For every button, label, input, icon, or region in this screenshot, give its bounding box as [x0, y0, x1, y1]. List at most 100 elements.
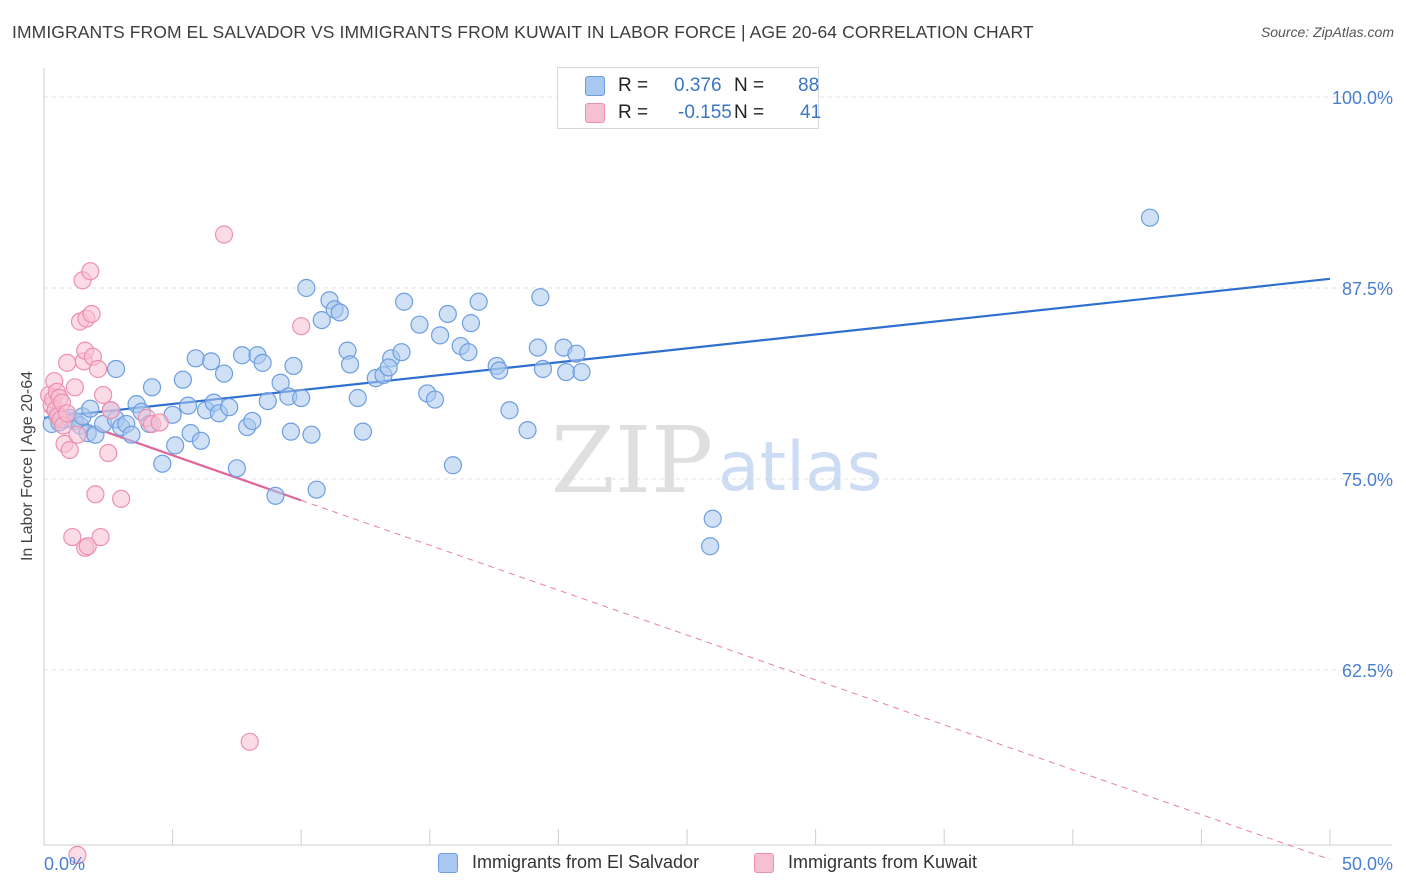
el-salvador-point-25 — [173, 370, 192, 389]
el-salvador-point-36 — [227, 459, 246, 478]
el-salvador-point-66 — [410, 315, 429, 334]
y-tick-label-0: 100.0% — [1332, 88, 1393, 108]
stats-legend: R = 0.376 N = 88 R = -0.155 N = 41 — [557, 67, 822, 129]
el-salvador-point-37 — [232, 346, 252, 365]
el-salvador-point-51 — [307, 480, 326, 499]
el-salvador-point-65 — [394, 292, 414, 311]
el-salvador-point-52 — [312, 310, 331, 330]
y-tick-label-1: 87.5% — [1342, 279, 1393, 299]
el-salvador-point-28 — [186, 349, 205, 368]
chart-title: IMMIGRANTS FROM EL SALVADOR VS IMMIGRANT… — [12, 22, 1034, 42]
el-salvador-point-35 — [220, 398, 239, 417]
n-label: N = — [734, 102, 765, 123]
kuwait-point-39 — [240, 732, 259, 751]
el-salvador-point-63 — [379, 358, 398, 377]
el-salvador-point-73 — [459, 343, 478, 362]
el-salvador-point-71 — [443, 456, 463, 475]
legend-label-el-salvador: Immigrants from El Salvador — [472, 852, 700, 872]
kuwait-point-24 — [78, 537, 97, 556]
kuwait-point-32 — [99, 443, 118, 463]
el-salvador-point-14 — [106, 359, 126, 379]
el-salvador-point-87 — [701, 537, 720, 556]
el-salvador-point-64 — [392, 343, 411, 362]
kuwait-point-33 — [101, 401, 120, 420]
el-salvador-point-79 — [518, 421, 537, 440]
y-axis-label: In Labor Force | Age 20-64 — [19, 370, 36, 562]
y-tick-label-3: 62.5% — [1342, 661, 1393, 681]
el-salvador-point-49 — [297, 278, 316, 298]
el-salvador-point-46 — [281, 422, 301, 441]
n-value: 88 — [798, 75, 820, 96]
kuwait-point-38 — [214, 225, 234, 244]
el-salvador-swatch — [585, 76, 605, 96]
x-tick-label-left: 0.0% — [44, 854, 85, 874]
kuwait-point-26 — [82, 304, 101, 324]
el-salvador-point-80 — [528, 338, 547, 357]
watermark-atlas: atlas — [718, 428, 882, 507]
el-salvador-point-41 — [253, 353, 272, 372]
el-salvador-point-34 — [214, 364, 234, 383]
r-value: 0.376 — [674, 75, 722, 96]
el-salvador-point-43 — [266, 486, 285, 505]
kuwait-point-37 — [150, 413, 169, 432]
legend-label-kuwait: Immigrants from Kuwait — [788, 852, 978, 872]
el-salvador-point-89 — [1140, 208, 1160, 227]
r-label: R = — [618, 75, 649, 96]
kuwait-swatch — [585, 103, 605, 123]
el-salvador-legend-swatch — [438, 853, 458, 873]
el-salvador-point-39 — [243, 411, 262, 431]
kuwait-trend-extension — [301, 499, 1331, 860]
y-tick-label-2: 75.0% — [1342, 470, 1393, 490]
kuwait-point-12 — [58, 404, 77, 423]
el-salvador-point-50 — [302, 425, 321, 444]
kuwait-point-17 — [68, 425, 87, 444]
kuwait-point-16 — [65, 378, 84, 397]
r-value: -0.155 — [678, 102, 732, 123]
el-salvador-point-70 — [438, 304, 457, 324]
kuwait-point-40 — [292, 317, 311, 336]
el-salvador-point-86 — [572, 362, 591, 382]
el-salvador-point-84 — [557, 362, 576, 382]
n-label: N = — [734, 75, 765, 96]
kuwait-point-28 — [86, 485, 105, 504]
r-label: R = — [618, 102, 649, 123]
el-salvador-trend-line — [43, 277, 1331, 419]
el-salvador-point-17 — [122, 425, 141, 444]
kuwait-point-30 — [91, 527, 110, 547]
el-salvador-point-81 — [533, 359, 553, 379]
el-salvador-point-69 — [430, 326, 450, 345]
el-salvador-point-44 — [271, 373, 290, 392]
kuwait-point-25 — [81, 262, 100, 281]
kuwait-point-31 — [94, 385, 113, 405]
kuwait-point-14 — [60, 440, 79, 460]
n-value: 41 — [800, 102, 822, 123]
el-salvador-point-31 — [202, 352, 221, 371]
el-salvador-point-78 — [500, 401, 519, 420]
el-salvador-point-68 — [425, 390, 445, 409]
kuwait-point-13 — [58, 353, 77, 372]
watermark-zip: ZIP — [551, 407, 713, 514]
el-salvador-point-42 — [258, 391, 277, 411]
el-salvador-point-77 — [490, 361, 509, 380]
el-salvador-point-47 — [284, 356, 303, 376]
kuwait-point-41 — [68, 845, 87, 864]
el-salvador-point-58 — [348, 388, 367, 408]
el-salvador-point-48 — [292, 388, 311, 408]
el-salvador-point-59 — [353, 422, 373, 441]
el-salvador-point-74 — [461, 314, 481, 333]
x-tick-label-right: 50.0% — [1342, 854, 1393, 874]
el-salvador-point-9 — [81, 399, 100, 418]
source-label: Source: ZipAtlas.com — [1260, 24, 1394, 40]
kuwait-point-15 — [63, 527, 82, 547]
el-salvador-point-82 — [531, 288, 550, 307]
kuwait-point-29 — [88, 359, 108, 379]
el-salvador-point-20 — [142, 378, 162, 397]
el-salvador-point-26 — [178, 396, 198, 415]
el-salvador-point-88 — [703, 509, 722, 528]
series-legend: Immigrants from El Salvador Immigrants f… — [0, 852, 1406, 878]
kuwait-point-34 — [112, 489, 131, 508]
kuwait-legend-swatch — [754, 853, 774, 873]
el-salvador-point-24 — [166, 436, 185, 455]
el-salvador-point-85 — [567, 344, 586, 363]
